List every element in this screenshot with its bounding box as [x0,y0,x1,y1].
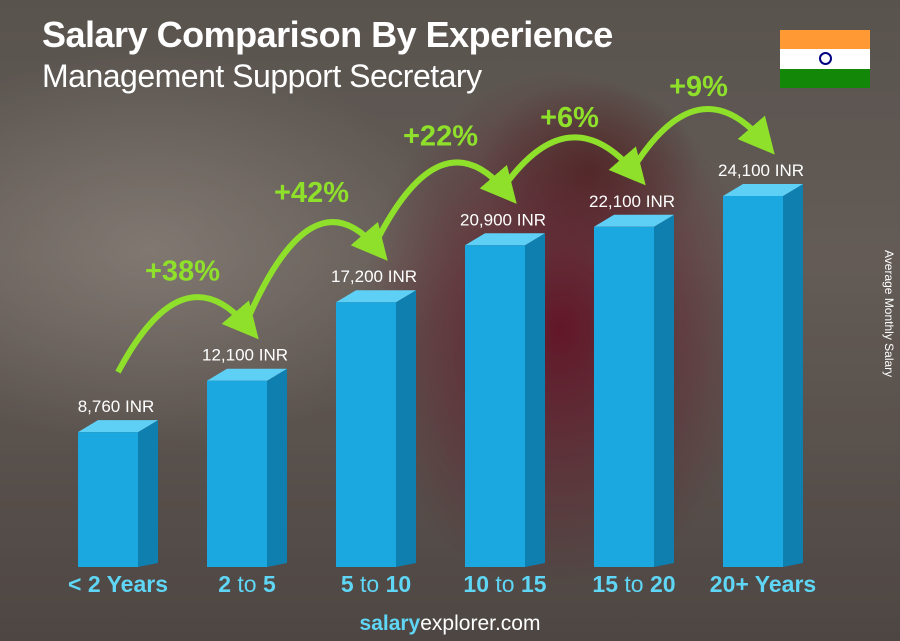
category-label: 20+ Years [710,571,816,597]
bar-front [594,226,654,567]
bar-front [207,380,267,567]
bar-side [654,214,674,567]
bar-top [723,184,803,196]
change-label: +6% [540,102,599,134]
bar-front [723,196,783,567]
bar-top [465,233,545,246]
category-part: < 2 Years [68,571,168,597]
category-label: 5 to 10 [341,571,411,597]
change-arrow [631,106,775,169]
category-part: 20 [650,571,676,597]
category-part: to [489,571,521,597]
bar-0 [78,420,158,567]
value-label: 17,200 INR [331,267,417,286]
value-label: 24,100 INR [718,161,804,180]
category-label: < 2 Years [68,571,168,597]
change-arrow [244,219,388,322]
bar-side [396,290,416,567]
bar-top [78,420,158,433]
category-part: 5 [341,571,354,597]
category-part: to [231,571,263,597]
category-part: to [618,571,650,597]
category-part: to [354,571,386,597]
category-part: 15 [592,571,618,597]
change-label: +42% [274,177,349,209]
bar-front [336,302,396,567]
chart-subtitle: Management Support Secretary [42,58,482,94]
brand-rest: explorer.com [420,612,541,635]
bar-2 [336,290,416,567]
value-label: 12,100 INR [202,346,288,365]
category-label: 15 to 20 [592,571,675,597]
bar-top [594,214,674,227]
category-part: 10 [463,571,489,597]
category-part: 2 [218,571,231,597]
bar-side [138,420,158,567]
change-arrow [502,134,646,188]
bar-side [783,184,803,567]
category-part: 5 [263,571,276,597]
bar-front [465,245,525,567]
brand-bold: salary [359,612,421,635]
value-label: 22,100 INR [589,192,675,211]
bar-side [525,233,545,567]
bar-side [267,368,287,567]
category-part: 10 [386,571,412,597]
footer-brand: salaryexplorer.com [0,612,900,636]
change-arrow [115,294,259,374]
category-part: 15 [521,571,547,597]
change-label: +9% [669,71,728,103]
bar-4 [594,214,674,567]
bar-5 [723,184,803,567]
change-arrow [373,159,517,244]
category-label: 10 to 15 [463,571,546,597]
bar-top [207,368,287,381]
bar-top [336,290,416,303]
bar-front [78,432,138,567]
category-part: 20+ Years [710,571,816,597]
bar-3 [465,233,545,567]
change-label: +22% [403,120,478,152]
y-axis-label: Average Monthly Salary [882,250,896,378]
value-label: 20,900 INR [460,210,546,229]
india-flag-icon [780,30,870,88]
change-label: +38% [145,256,220,288]
category-label: 2 to 5 [218,571,276,597]
chart-title: Salary Comparison By Experience [42,14,613,55]
bar-1 [207,368,287,567]
value-label: 8,760 INR [78,397,155,416]
